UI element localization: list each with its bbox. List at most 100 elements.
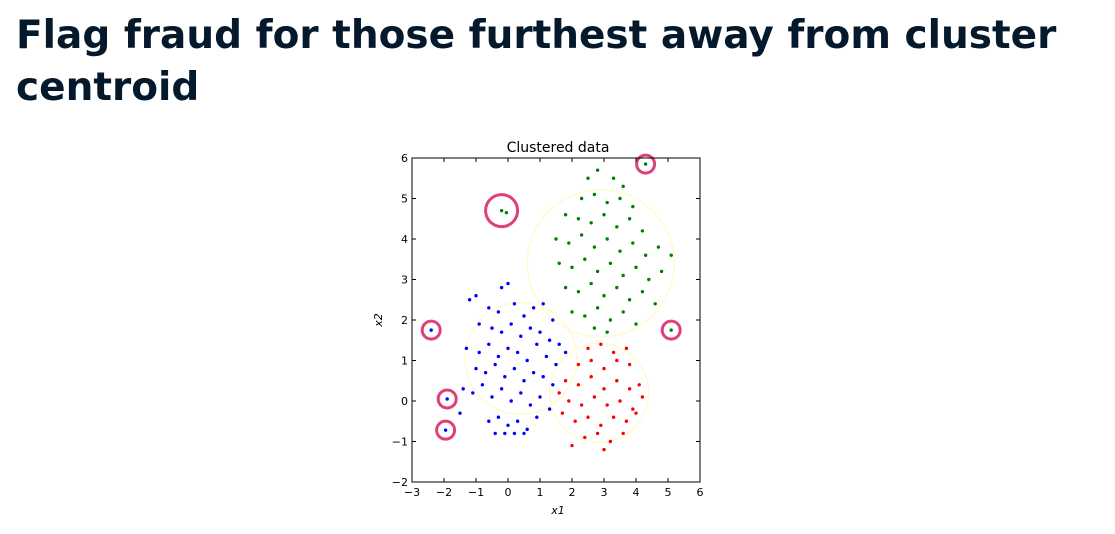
blue-point: [544, 354, 549, 359]
red-point: [560, 411, 565, 415]
blue-point: [522, 379, 526, 383]
blue-point: [503, 375, 507, 379]
blue-point: [477, 350, 481, 355]
blue-point: [503, 431, 507, 436]
green-point: [602, 213, 606, 217]
red-point: [618, 399, 622, 403]
red-point: [615, 358, 619, 363]
blue-point: [519, 391, 523, 395]
red-point: [589, 358, 593, 363]
green-point: [583, 257, 587, 261]
y-tick-label: 2: [401, 314, 408, 327]
green-point: [611, 176, 616, 180]
green-point: [631, 241, 635, 245]
green-point: [618, 249, 622, 253]
y-tick-label: 1: [401, 355, 408, 368]
green-point: [621, 310, 625, 314]
green-point: [592, 245, 597, 249]
blue-point: [499, 285, 504, 290]
green-point: [579, 196, 584, 201]
green-point: [579, 233, 584, 237]
blue-point: [506, 346, 510, 351]
red-point: [589, 375, 593, 379]
red-point: [634, 411, 638, 415]
blue-point: [443, 428, 448, 432]
blue-point: [445, 397, 449, 401]
blue-point: [522, 431, 526, 436]
blue-point: [547, 407, 552, 411]
blue-point: [490, 326, 494, 330]
blue-point: [531, 306, 536, 310]
blue-point: [474, 294, 478, 298]
blue-point: [551, 383, 555, 387]
blue-point: [477, 322, 481, 326]
x-tick-label: 3: [601, 486, 608, 499]
green-point: [608, 318, 613, 322]
green-point: [589, 281, 593, 286]
red-point: [621, 431, 625, 436]
green-point: [592, 192, 597, 197]
blue-point: [493, 431, 497, 436]
green-point: [583, 314, 587, 318]
green-point: [589, 221, 593, 225]
blue-point: [480, 383, 485, 387]
green-point: [567, 241, 571, 245]
green-point: [627, 298, 632, 302]
green-point: [615, 225, 619, 229]
y-tick-label: −1: [392, 436, 408, 449]
green-point: [643, 253, 648, 257]
green-point: [647, 277, 651, 282]
green-point: [627, 217, 632, 221]
red-point: [605, 403, 609, 407]
x-tick-label: 6: [697, 486, 704, 499]
red-point: [627, 362, 632, 367]
green-point: [605, 330, 609, 334]
blue-point: [496, 415, 501, 419]
y-tick-label: 3: [401, 274, 408, 287]
blue-point: [522, 314, 526, 318]
red-point: [602, 366, 606, 371]
blue-point: [531, 370, 536, 375]
green-point: [640, 289, 645, 294]
blue-point: [551, 318, 555, 322]
blue-point: [541, 375, 545, 379]
green-point: [618, 196, 622, 201]
blue-point: [493, 362, 497, 367]
y-tick-label: 5: [401, 193, 408, 206]
red-point: [640, 395, 645, 399]
green-point: [669, 253, 673, 257]
green-point: [554, 237, 558, 241]
blue-point: [458, 411, 462, 415]
blue-point: [515, 350, 520, 355]
green-point: [595, 269, 600, 274]
red-point: [599, 423, 603, 427]
outlier-highlight-6: [435, 419, 457, 441]
blue-point: [474, 366, 478, 371]
blue-point: [499, 387, 504, 391]
x-tick-label: 4: [633, 486, 640, 499]
green-point: [570, 265, 574, 270]
green-point: [504, 210, 509, 215]
green-point: [621, 184, 625, 189]
red-point: [615, 379, 619, 383]
green-point: [653, 302, 657, 306]
blue-point: [496, 310, 501, 314]
outlier-highlight-5: [436, 388, 458, 410]
blue-point: [483, 370, 488, 375]
y-tick-label: 6: [401, 152, 408, 165]
green-point: [669, 328, 673, 332]
red-point: [567, 399, 571, 403]
blue-point: [519, 334, 523, 338]
y-axis-label: x2: [372, 313, 385, 328]
red-point: [557, 391, 561, 395]
blue-point: [538, 330, 542, 334]
blue-point: [557, 342, 561, 346]
red-point: [637, 383, 641, 387]
red-point: [602, 387, 606, 391]
green-point: [557, 261, 561, 265]
red-point: [599, 342, 603, 346]
blue-point: [509, 322, 513, 326]
blue-point: [429, 328, 433, 332]
x-tick-label: 1: [537, 486, 544, 499]
